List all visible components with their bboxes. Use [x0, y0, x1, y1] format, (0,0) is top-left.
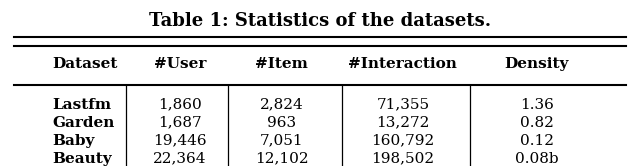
Text: 22,364: 22,364 — [153, 152, 207, 166]
Text: Lastfm: Lastfm — [52, 98, 111, 112]
Text: Beauty: Beauty — [52, 152, 112, 166]
Text: #User: #User — [154, 57, 206, 71]
Text: 198,502: 198,502 — [371, 152, 435, 166]
Text: 963: 963 — [268, 116, 296, 130]
Text: 12,102: 12,102 — [255, 152, 308, 166]
Text: 160,792: 160,792 — [371, 134, 435, 148]
Text: 71,355: 71,355 — [376, 98, 429, 112]
Text: 1,687: 1,687 — [158, 116, 202, 130]
Text: Dataset: Dataset — [52, 57, 118, 71]
Text: 1,860: 1,860 — [158, 98, 202, 112]
Text: 2,824: 2,824 — [260, 98, 303, 112]
Text: #Interaction: #Interaction — [348, 57, 457, 71]
Text: 13,272: 13,272 — [376, 116, 429, 130]
Text: Density: Density — [504, 57, 569, 71]
Text: 0.82: 0.82 — [520, 116, 554, 130]
Text: 1.36: 1.36 — [520, 98, 554, 112]
Text: 19,446: 19,446 — [153, 134, 207, 148]
Text: #Item: #Item — [255, 57, 308, 71]
Text: 7,051: 7,051 — [260, 134, 303, 148]
Text: 0.12: 0.12 — [520, 134, 554, 148]
Text: Table 1: Statistics of the datasets.: Table 1: Statistics of the datasets. — [149, 12, 491, 30]
Text: Baby: Baby — [52, 134, 95, 148]
Text: Garden: Garden — [52, 116, 115, 130]
Text: 0.08b: 0.08b — [515, 152, 559, 166]
